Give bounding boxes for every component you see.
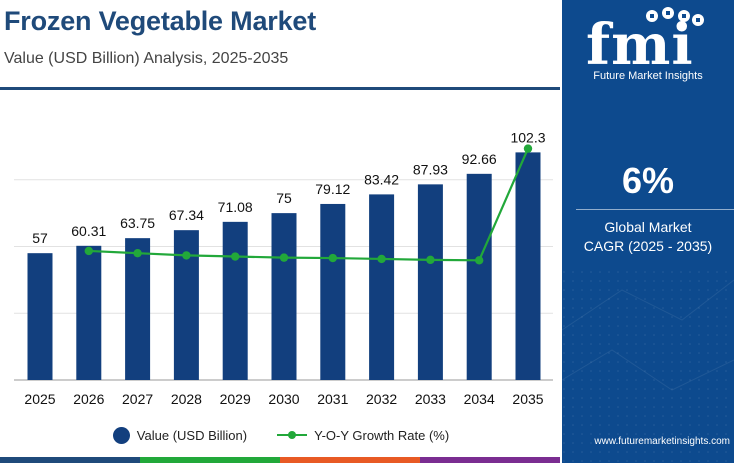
cagr-label-line1: Global Market xyxy=(604,219,692,235)
bar-value-label: 57 xyxy=(32,230,48,246)
growth-line xyxy=(88,148,530,262)
growth-line-series xyxy=(84,144,533,265)
bar xyxy=(271,213,297,380)
growth-point xyxy=(182,251,191,260)
x-axis-ticks: 2025 2026 2027 2028 2029 2030 2031 2032 2033 2034… xyxy=(24,391,543,407)
brand-name: Future Market Insights xyxy=(593,70,703,82)
x-tick-label: 2025 xyxy=(24,391,55,407)
bar-value-label: 75 xyxy=(276,190,292,206)
growth-point xyxy=(328,253,337,263)
bar xyxy=(222,221,248,380)
growth-point xyxy=(475,256,484,265)
chart-subtitle: Value (USD Billion) Analysis, 2025-2035 xyxy=(4,50,289,67)
legend-line-swatch xyxy=(277,430,308,440)
bar-series xyxy=(27,152,541,380)
bar-value-label: 87.93 xyxy=(413,161,448,177)
x-tick-label: 2030 xyxy=(268,391,299,407)
bar-value-label: 102.3 xyxy=(510,129,545,145)
x-tick-label: 2026 xyxy=(73,391,104,407)
fmi-logo: fmi xyxy=(586,7,704,70)
bar xyxy=(466,173,492,380)
growth-point xyxy=(377,254,386,264)
x-tick-label: 2029 xyxy=(220,391,251,407)
data-labels: 57 60.31 63.75 67.34 71.08 75 79.12 83.42 87.93 9… xyxy=(32,129,546,246)
x-tick-label: 2033 xyxy=(415,391,446,407)
cagr-label-line2: CAGR (2025 - 2035) xyxy=(583,238,713,254)
bar xyxy=(320,203,346,380)
legend: Value (USD Billion) Y-O-Y Growth Rate (%… xyxy=(0,417,562,453)
bar-value-label: 79.12 xyxy=(315,181,350,197)
growth-point xyxy=(133,248,142,258)
x-tick-label: 2034 xyxy=(464,391,495,407)
cagr-value: 6% xyxy=(621,160,675,201)
chart-plot: 57 60.31 63.75 67.34 71.08 75 79.12 83.42 87.93 9… xyxy=(14,129,553,407)
bar xyxy=(369,194,395,380)
legend-bar-swatch xyxy=(112,426,130,444)
x-tick-label: 2031 xyxy=(317,391,348,407)
x-tick-label: 2035 xyxy=(512,391,543,407)
bar-value-label: 71.08 xyxy=(218,199,253,215)
legend-growth-label: Y-O-Y Growth Rate (%) xyxy=(314,427,450,443)
x-tick-label: 2032 xyxy=(366,391,397,407)
bar xyxy=(125,238,151,380)
growth-point xyxy=(84,246,94,256)
website-link[interactable]: www.futuremarketinsights.com xyxy=(594,436,730,447)
x-tick-label: 2028 xyxy=(171,391,202,407)
growth-point xyxy=(426,255,435,265)
bar-value-label: 67.34 xyxy=(169,207,204,223)
bar xyxy=(76,245,102,380)
growth-point xyxy=(231,252,240,261)
header-rule xyxy=(0,87,560,90)
legend-value-label: Value (USD Billion) xyxy=(136,427,248,443)
bar xyxy=(417,184,443,380)
panel-texture xyxy=(562,270,734,463)
bar-value-label: 83.42 xyxy=(364,171,399,187)
color-strip xyxy=(0,457,560,463)
legend-item-growth[interactable]: Y-O-Y Growth Rate (%) xyxy=(277,428,449,443)
growth-point xyxy=(523,144,533,153)
x-tick-label: 2027 xyxy=(122,391,153,407)
bar-value-label: 63.75 xyxy=(120,215,155,231)
bar xyxy=(515,152,541,380)
svg-text:fmi: fmi xyxy=(586,12,694,70)
bar xyxy=(27,253,53,380)
growth-point xyxy=(279,253,289,262)
legend-item-value[interactable]: Value (USD Billion) xyxy=(112,426,248,444)
bar-value-label: 92.66 xyxy=(462,151,497,167)
bar-value-label: 60.31 xyxy=(71,223,106,239)
brand-panel: fmi Future Market Insights 6% Global Mar… xyxy=(562,0,734,463)
chart-title: Frozen Vegetable Market xyxy=(4,6,317,36)
cagr-divider xyxy=(576,209,734,210)
